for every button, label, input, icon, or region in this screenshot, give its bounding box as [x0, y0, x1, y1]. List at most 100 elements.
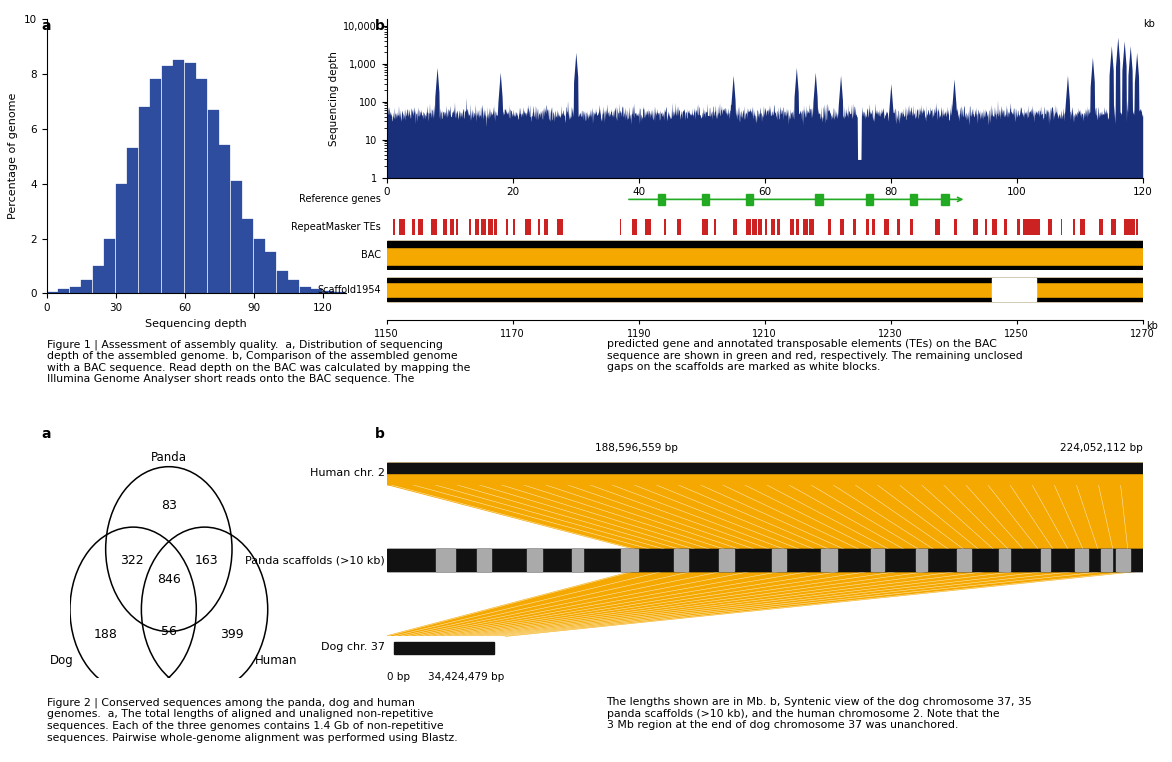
Bar: [1124, 549, 1130, 571]
Bar: [1116, 549, 1124, 571]
Bar: [116, 184, 127, 293]
Bar: [1075, 549, 1089, 571]
Bar: [150, 79, 161, 293]
Bar: [1023, 219, 1028, 235]
Bar: [128, 148, 138, 293]
Bar: [853, 219, 856, 235]
Bar: [526, 549, 541, 571]
Bar: [674, 549, 688, 571]
Bar: [674, 549, 688, 571]
Bar: [334, 292, 345, 293]
Bar: [720, 549, 735, 571]
Bar: [1137, 219, 1138, 235]
Text: Panda scaffolds (>10 kb): Panda scaffolds (>10 kb): [245, 555, 386, 565]
Bar: [173, 60, 184, 293]
Text: Panda: Panda: [151, 451, 186, 464]
Bar: [1075, 549, 1089, 571]
Bar: [621, 549, 638, 571]
Bar: [796, 219, 799, 235]
Bar: [897, 219, 900, 235]
Bar: [394, 642, 493, 654]
Bar: [436, 549, 455, 571]
Bar: [917, 549, 927, 571]
Bar: [436, 549, 455, 571]
Bar: [745, 219, 751, 235]
Bar: [676, 219, 681, 235]
Bar: [865, 219, 870, 235]
Bar: [758, 219, 762, 235]
Bar: [1124, 219, 1130, 235]
Text: 163: 163: [195, 553, 218, 567]
Polygon shape: [387, 571, 1143, 636]
Bar: [81, 280, 93, 293]
Bar: [387, 278, 1143, 282]
Bar: [538, 219, 540, 235]
Text: 56: 56: [161, 625, 177, 638]
Bar: [450, 219, 454, 235]
Bar: [482, 219, 486, 235]
Bar: [809, 219, 815, 235]
Bar: [871, 549, 884, 571]
Bar: [493, 219, 497, 235]
Bar: [1102, 549, 1112, 571]
Bar: [387, 636, 504, 657]
Bar: [958, 549, 972, 571]
Bar: [1130, 219, 1134, 235]
Text: predicted gene and annotated transposable elements (TEs) on the BAC
sequence are: predicted gene and annotated transposabl…: [607, 339, 1022, 373]
Text: 0 bp: 0 bp: [387, 672, 410, 682]
Bar: [999, 549, 1010, 571]
Bar: [387, 636, 504, 657]
Bar: [1023, 219, 1038, 235]
Bar: [185, 63, 196, 293]
Text: 224,052,112 bp: 224,052,112 bp: [1059, 443, 1143, 453]
Text: Human chr. 2: Human chr. 2: [311, 469, 386, 479]
Text: b: b: [375, 427, 384, 440]
Bar: [917, 549, 927, 571]
Text: 188: 188: [94, 628, 117, 641]
Bar: [393, 219, 395, 235]
Bar: [387, 278, 1143, 301]
Bar: [620, 219, 621, 235]
Bar: [557, 219, 563, 235]
Bar: [702, 194, 709, 205]
Bar: [456, 219, 458, 235]
Y-axis label: Percentage of genome: Percentage of genome: [8, 93, 19, 219]
Bar: [752, 219, 757, 235]
Bar: [47, 292, 57, 293]
Bar: [999, 549, 1010, 571]
Bar: [803, 219, 808, 235]
Text: 34,424,479 bp: 34,424,479 bp: [428, 672, 504, 682]
Bar: [525, 219, 531, 235]
Text: The lengths shown are in Mb. b, Syntenic view of the dog chromosome 37, 35
panda: The lengths shown are in Mb. b, Syntenic…: [607, 697, 1033, 731]
Bar: [633, 219, 636, 235]
Text: 399: 399: [220, 628, 244, 641]
Text: 188,596,559 bp: 188,596,559 bp: [594, 443, 677, 453]
Bar: [526, 549, 541, 571]
Text: b: b: [375, 19, 384, 33]
X-axis label: Sequencing depth: Sequencing depth: [145, 319, 247, 328]
Text: Figure 2 | Conserved sequences among the panda, dog and human
genomes.  a, The t: Figure 2 | Conserved sequences among the…: [47, 697, 457, 742]
Bar: [822, 549, 837, 571]
Bar: [822, 549, 837, 571]
Text: kb: kb: [1144, 19, 1156, 29]
Bar: [1036, 219, 1040, 235]
Bar: [312, 290, 322, 293]
Bar: [387, 463, 1143, 473]
Bar: [477, 549, 491, 571]
Bar: [387, 463, 1143, 484]
Y-axis label: Sequencing depth: Sequencing depth: [329, 51, 339, 146]
Bar: [243, 219, 253, 293]
Text: 83: 83: [161, 498, 177, 511]
Bar: [572, 549, 584, 571]
Bar: [992, 219, 996, 235]
Bar: [1098, 219, 1103, 235]
Bar: [1116, 549, 1124, 571]
Bar: [734, 219, 737, 235]
Bar: [992, 277, 1036, 301]
Bar: [745, 194, 754, 205]
Bar: [777, 219, 781, 235]
Bar: [657, 194, 666, 205]
Bar: [59, 290, 69, 293]
Bar: [431, 219, 437, 235]
Bar: [1041, 549, 1050, 571]
